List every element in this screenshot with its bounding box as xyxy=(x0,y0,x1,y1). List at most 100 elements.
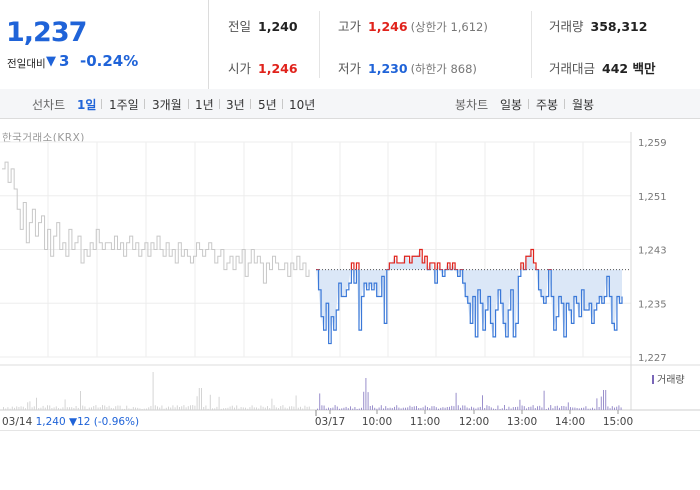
volume-bar xyxy=(172,405,174,410)
tab-daily[interactable]: 일봉 xyxy=(500,98,523,112)
y-tick-label: 1,259 xyxy=(638,138,667,149)
volume-bar xyxy=(251,405,253,410)
volume-bar xyxy=(187,406,189,410)
prev-day-change: 12 (-0.96%) xyxy=(77,416,139,428)
volume-bar xyxy=(523,406,525,410)
volume-bar xyxy=(387,408,389,410)
volume-bar xyxy=(473,407,475,410)
volume-bar xyxy=(73,407,75,410)
volume-bar xyxy=(561,405,563,410)
volume-bar xyxy=(581,407,582,410)
volume-bar xyxy=(286,408,288,410)
volume-bar xyxy=(460,407,461,410)
volume-bar xyxy=(583,407,585,410)
volume-bar xyxy=(508,406,510,410)
stat-prev-close: 전일 1,240 xyxy=(228,16,298,35)
volume-bar xyxy=(341,408,343,410)
today-price-line xyxy=(316,269,623,345)
volume-bar xyxy=(449,406,450,410)
volume-bar xyxy=(339,408,340,410)
upper-limit: (상한가 1,612) xyxy=(410,20,488,34)
volume-bar xyxy=(592,407,593,410)
volume-bar xyxy=(519,399,521,410)
volume-bar xyxy=(7,407,9,410)
volume-bar xyxy=(64,399,66,410)
lower-limit: (하한가 868) xyxy=(410,62,477,76)
volume-bar xyxy=(231,405,233,410)
volume-bar xyxy=(207,408,209,410)
volume-bar xyxy=(497,405,499,410)
volume-bar xyxy=(567,402,569,410)
volume-bar xyxy=(521,405,523,410)
volume-bar xyxy=(181,406,183,410)
tab-1w[interactable]: 1주일 xyxy=(109,98,139,112)
volume-bar xyxy=(205,405,207,410)
divider xyxy=(250,99,251,109)
x-tick-label: 15:00 xyxy=(603,416,633,428)
volume-bar xyxy=(413,406,415,410)
volume-bar xyxy=(110,407,112,410)
volume-bar xyxy=(179,407,180,410)
volume-bar xyxy=(185,407,187,410)
tab-1y[interactable]: 1년 xyxy=(195,98,214,112)
volume-bar xyxy=(336,406,338,410)
volume-bar xyxy=(618,405,620,410)
volume-bar xyxy=(27,402,29,410)
volume-bar xyxy=(418,407,420,410)
volume-bar xyxy=(203,406,205,410)
volume-bar xyxy=(223,408,224,410)
volume-bar xyxy=(528,406,530,410)
divider xyxy=(144,99,145,109)
tab-3m[interactable]: 3개월 xyxy=(152,98,182,112)
volume-bar xyxy=(510,408,512,410)
volume-bar xyxy=(319,393,321,410)
volume-bar xyxy=(212,408,213,410)
volume-bar xyxy=(190,405,191,410)
volume-bar xyxy=(159,407,161,410)
volume-bar xyxy=(280,406,282,410)
volume-bar xyxy=(238,408,240,410)
volume-bar xyxy=(291,406,293,410)
tab-monthly[interactable]: 월봉 xyxy=(572,98,595,112)
tab-10y[interactable]: 10년 xyxy=(289,98,316,112)
volume-bar xyxy=(367,392,369,410)
volume-bar xyxy=(332,407,334,410)
volume-bar xyxy=(369,405,371,410)
volume-bar xyxy=(596,398,598,410)
volume-bar xyxy=(220,408,222,410)
volume-bar xyxy=(574,407,576,410)
volume-bar xyxy=(530,406,532,410)
volume-bar xyxy=(152,372,154,410)
volume-bar xyxy=(174,407,176,410)
volume-bar xyxy=(400,408,402,410)
volume-bar xyxy=(550,405,552,410)
volume-bar xyxy=(115,406,117,410)
volume-bar xyxy=(611,406,613,410)
volume-bar xyxy=(132,407,134,410)
tab-1d[interactable]: 1일 xyxy=(77,98,97,112)
volume-bar xyxy=(438,408,439,410)
volume-bar xyxy=(424,405,426,410)
volume-bar xyxy=(391,407,393,410)
current-price: 1,237 xyxy=(6,17,87,48)
change-label: 전일대비 xyxy=(7,58,46,70)
stat-volume: 거래량 358,312 xyxy=(549,16,647,35)
tab-5y[interactable]: 5년 xyxy=(258,98,277,112)
volume-bar xyxy=(161,405,163,410)
volume-bar xyxy=(247,408,249,410)
volume-bar xyxy=(380,405,382,410)
intraday-price-chart: 1,259 1,251 1,243 1,235 1,227 거래량 03/17 10:00 11… xyxy=(0,132,700,428)
volume-bar xyxy=(385,406,387,410)
volume-bar xyxy=(433,406,435,410)
volume-bar xyxy=(383,408,384,410)
stat-open: 시가 1,246 xyxy=(228,58,298,77)
volume-bar xyxy=(71,407,73,410)
volume-bar xyxy=(358,408,360,410)
volume-bar xyxy=(576,408,578,410)
tab-weekly[interactable]: 주봉 xyxy=(536,98,559,112)
x-tick-label: 03/17 xyxy=(315,416,345,428)
tab-3y[interactable]: 3년 xyxy=(226,98,245,112)
volume-bar xyxy=(317,408,318,410)
volume-bar xyxy=(99,407,101,410)
volume-bar xyxy=(176,405,178,410)
